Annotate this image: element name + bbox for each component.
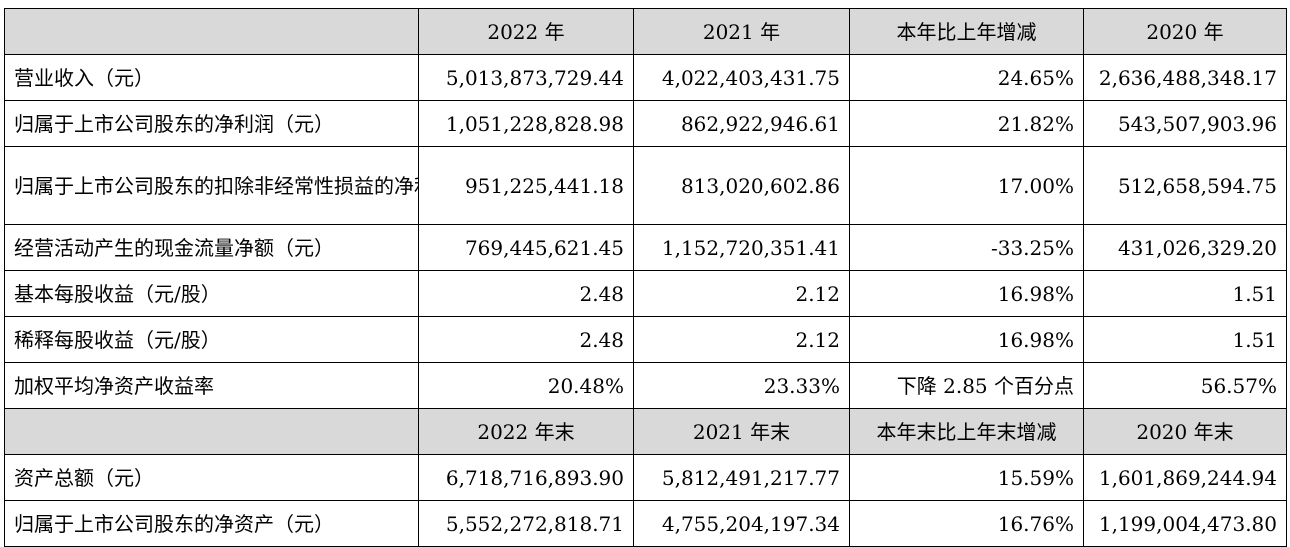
header-label-cell (4, 408, 419, 455)
value-change: 下降 2.85 个百分点 (849, 362, 1084, 409)
table-row: 稀释每股收益（元/股） 2.48 2.12 16.98% 1.51 (4, 316, 1287, 363)
value-2020: 1,199,004,473.80 (1083, 500, 1287, 547)
header-change-end: 本年末比上年末增减 (849, 408, 1084, 455)
value-2020: 56.57% (1083, 362, 1287, 409)
row-label: 营业收入（元） (4, 54, 419, 101)
value-change: 16.98% (849, 316, 1084, 363)
value-2021: 862,922,946.61 (633, 100, 850, 147)
header-2020: 2020 年 (1083, 8, 1287, 55)
header-change: 本年比上年增减 (849, 8, 1084, 55)
value-change: 16.98% (849, 270, 1084, 317)
value-2021: 4,755,204,197.34 (633, 500, 850, 547)
row-label: 稀释每股收益（元/股） (4, 316, 419, 363)
value-2020: 1.51 (1083, 316, 1287, 363)
value-2021: 813,020,602.86 (633, 146, 850, 225)
row-label: 归属于上市公司股东的净利润（元） (4, 100, 419, 147)
header-2020-end: 2020 年末 (1083, 408, 1287, 455)
header-2022: 2022 年 (418, 8, 634, 55)
value-2022: 1,051,228,828.98 (418, 100, 634, 147)
row-label: 资产总额（元） (4, 454, 419, 501)
value-2020: 512,658,594.75 (1083, 146, 1287, 225)
value-change: 21.82% (849, 100, 1084, 147)
value-change: 24.65% (849, 54, 1084, 101)
table-row: 基本每股收益（元/股） 2.48 2.12 16.98% 1.51 (4, 270, 1287, 317)
value-2020: 1,601,869,244.94 (1083, 454, 1287, 501)
table-row: 加权平均净资产收益率 20.48% 23.33% 下降 2.85 个百分点 56… (4, 362, 1287, 409)
row-label: 基本每股收益（元/股） (4, 270, 419, 317)
table-row: 资产总额（元） 6,718,716,893.90 5,812,491,217.7… (4, 454, 1287, 501)
value-2021: 1,152,720,351.41 (633, 224, 850, 271)
value-2022: 5,552,272,818.71 (418, 500, 634, 547)
financial-summary-table: 2022 年 2021 年 本年比上年增减 2020 年 营业收入（元） 5,0… (4, 8, 1287, 547)
value-2022: 951,225,441.18 (418, 146, 634, 225)
value-change: 16.76% (849, 500, 1084, 547)
value-2020: 1.51 (1083, 270, 1287, 317)
table-row: 营业收入（元） 5,013,873,729.44 4,022,403,431.7… (4, 54, 1287, 101)
row-label: 加权平均净资产收益率 (4, 362, 419, 409)
row-label: 归属于上市公司股东的扣除非经常性损益的净利润（元） (4, 146, 419, 225)
value-change: 17.00% (849, 146, 1084, 225)
value-2021: 2.12 (633, 270, 850, 317)
table-row: 归属于上市公司股东的扣除非经常性损益的净利润（元） 951,225,441.18… (4, 146, 1287, 225)
value-2022: 2.48 (418, 316, 634, 363)
value-2021: 5,812,491,217.77 (633, 454, 850, 501)
table-header-row: 2022 年 2021 年 本年比上年增减 2020 年 (4, 8, 1287, 55)
header-2021: 2021 年 (633, 8, 850, 55)
value-2022: 6,718,716,893.90 (418, 454, 634, 501)
value-2022: 5,013,873,729.44 (418, 54, 634, 101)
value-2020: 2,636,488,348.17 (1083, 54, 1287, 101)
value-2021: 4,022,403,431.75 (633, 54, 850, 101)
value-2022: 769,445,621.45 (418, 224, 634, 271)
value-2021: 2.12 (633, 316, 850, 363)
header-label-cell (4, 8, 419, 55)
row-label: 经营活动产生的现金流量净额（元） (4, 224, 419, 271)
value-2020: 431,026,329.20 (1083, 224, 1287, 271)
value-2022: 20.48% (418, 362, 634, 409)
table-row: 归属于上市公司股东的净利润（元） 1,051,228,828.98 862,92… (4, 100, 1287, 147)
value-change: 15.59% (849, 454, 1084, 501)
table-row: 经营活动产生的现金流量净额（元） 769,445,621.45 1,152,72… (4, 224, 1287, 271)
value-2020: 543,507,903.96 (1083, 100, 1287, 147)
header-2021-end: 2021 年末 (633, 408, 850, 455)
value-2021: 23.33% (633, 362, 850, 409)
header-2022-end: 2022 年末 (418, 408, 634, 455)
value-change: -33.25% (849, 224, 1084, 271)
table-header-row: 2022 年末 2021 年末 本年末比上年末增减 2020 年末 (4, 408, 1287, 455)
table-row: 归属于上市公司股东的净资产（元） 5,552,272,818.71 4,755,… (4, 500, 1287, 547)
row-label: 归属于上市公司股东的净资产（元） (4, 500, 419, 547)
value-2022: 2.48 (418, 270, 634, 317)
